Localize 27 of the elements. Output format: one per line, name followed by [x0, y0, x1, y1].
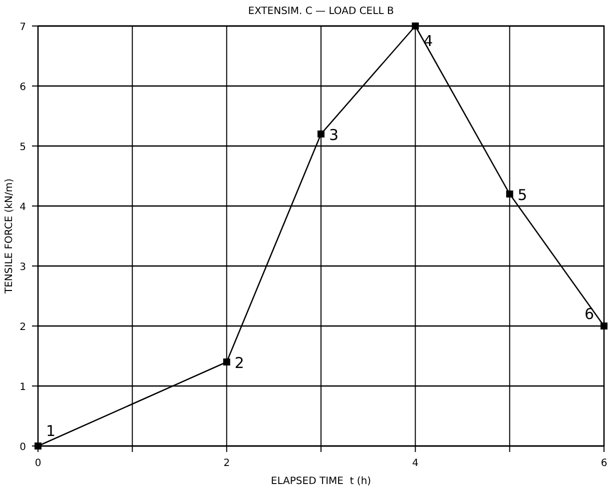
y-tick-label: 7 — [20, 22, 26, 33]
point — [412, 22, 419, 30]
x-tick-label: 6 — [600, 458, 608, 469]
point — [223, 358, 230, 366]
y-tick-label: 2 — [20, 322, 26, 333]
y-tick-label: 3 — [20, 262, 26, 273]
y-tick-label: 6 — [20, 82, 26, 93]
y-tick-label: 4 — [20, 202, 26, 213]
annotation: 2 — [234, 354, 244, 372]
y-tick-label: 0 — [20, 442, 26, 453]
x-tick-label: 4 — [412, 458, 419, 469]
x-tick-label: 2 — [223, 458, 230, 469]
annotation: 3 — [329, 126, 339, 144]
y-tick-label: 5 — [20, 142, 26, 153]
point — [318, 130, 324, 138]
annotation: 6 — [584, 305, 594, 323]
point — [600, 322, 608, 330]
annotation: 1 — [46, 422, 56, 440]
point — [34, 442, 42, 450]
annotation: 4 — [423, 32, 433, 50]
chart-title: EXTENSIM. C — LOAD CELL B — [248, 6, 394, 17]
y-tick-label: 1 — [20, 382, 26, 393]
x-axis-title: ELAPSED TIME t (h) — [270, 476, 372, 487]
x-tick-label: 0 — [34, 458, 42, 469]
annotation: 5 — [518, 186, 528, 204]
y-axis-title: TENSILE FORCE (kN/m) — [4, 178, 15, 295]
point — [506, 190, 514, 198]
